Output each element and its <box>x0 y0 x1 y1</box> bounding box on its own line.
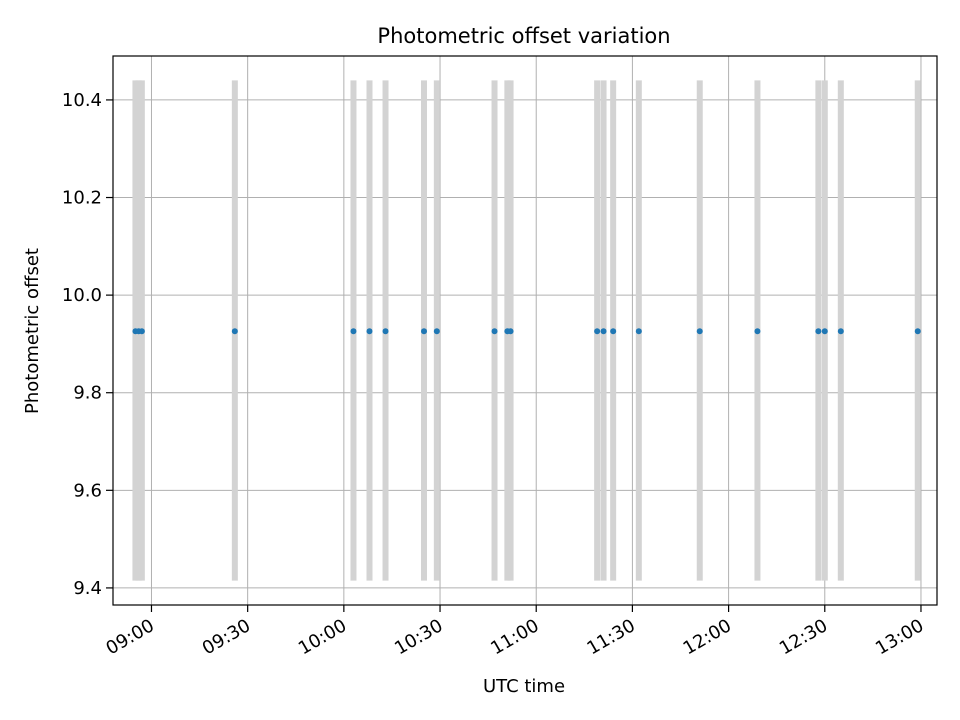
y-axis-label: Photometric offset <box>22 248 43 414</box>
data-point <box>421 328 428 335</box>
data-point <box>600 328 607 335</box>
data-points <box>132 328 921 335</box>
y-tick-label: 9.4 <box>73 578 102 599</box>
data-point <box>231 328 238 335</box>
data-point <box>754 328 761 335</box>
data-point <box>837 328 844 335</box>
data-point <box>696 328 703 335</box>
y-tick-label: 10.0 <box>62 285 102 306</box>
data-point <box>382 328 389 335</box>
data-point <box>507 328 514 335</box>
plot-frame <box>112 55 938 606</box>
data-point <box>594 328 601 335</box>
y-tick-label: 9.6 <box>73 480 102 501</box>
x-axis-label: UTC time <box>483 676 565 697</box>
data-point <box>350 328 357 335</box>
y-tick-label: 10.4 <box>62 90 102 111</box>
y-tick-label: 10.2 <box>62 188 102 209</box>
data-point <box>815 328 822 335</box>
data-point <box>138 328 145 335</box>
y-ticks: 9.4 9.6 9.8 10.0 10.2 10.4 <box>62 90 113 599</box>
data-point <box>610 328 617 335</box>
chart-title: Photometric offset variation <box>377 24 670 48</box>
data-point <box>433 328 440 335</box>
y-tick-label: 9.8 <box>73 383 102 404</box>
data-point <box>914 328 921 335</box>
data-point <box>366 328 373 335</box>
data-point <box>491 328 498 335</box>
data-point <box>821 328 828 335</box>
data-point <box>635 328 642 335</box>
